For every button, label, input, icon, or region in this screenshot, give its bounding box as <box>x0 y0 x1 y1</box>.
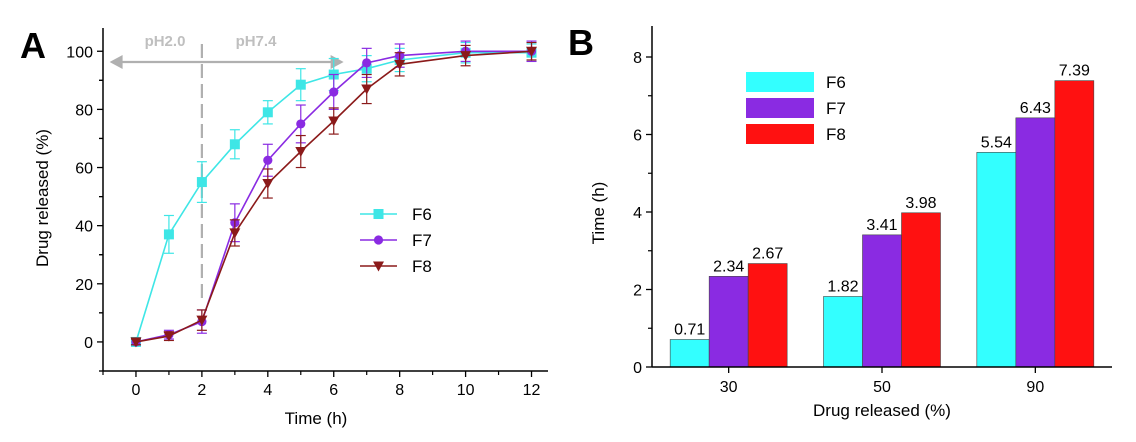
panel-a-x-tick-label: 2 <box>197 382 206 399</box>
panel-b-y-tick-label: 6 <box>633 128 642 145</box>
series-f7 <box>130 40 537 347</box>
bar-f6-90 <box>976 152 1017 368</box>
panel-b-x-tick-label: 30 <box>720 379 738 396</box>
annotation-ph7-label: pH7.4 <box>236 33 278 50</box>
bar-f8-90 <box>1054 80 1095 368</box>
panel-a-x-tick-label: 4 <box>263 382 272 399</box>
bar-value-label: 3.98 <box>905 195 936 212</box>
panel-a: A Time (h) Drug released (%) 02040608010… <box>20 25 548 428</box>
data-point <box>163 331 175 342</box>
panel-b: B Drug released (%) Time (h) 0.71 2.34 2.6… <box>568 22 1112 420</box>
bar-value-label: 1.82 <box>827 278 858 295</box>
data-point <box>362 58 372 68</box>
data-point <box>262 179 274 190</box>
panel-b-y-tick-label: 8 <box>633 50 642 67</box>
data-point <box>163 229 174 240</box>
panel-a-axes: 0 20 40 60 80 100 0 2 4 6 8 10 12 <box>66 28 548 399</box>
panel-a-x-tick-label: 8 <box>395 382 404 399</box>
panel-b-letter: B <box>568 22 594 63</box>
legend-swatch <box>746 124 814 144</box>
panel-a-y-tick-label: 80 <box>75 102 93 119</box>
data-point <box>526 46 538 57</box>
data-point <box>296 119 306 129</box>
panel-a-x-tick-label: 0 <box>132 382 141 399</box>
panel-a-plot-area <box>109 40 538 348</box>
data-point <box>262 107 273 118</box>
data-point <box>329 87 339 97</box>
bar-value-label: 0.71 <box>674 321 705 338</box>
panel-a-y-tick-label: 100 <box>66 44 93 61</box>
panel-a-y-tick-label: 0 <box>84 335 93 352</box>
panel-b-y-tick-label: 2 <box>633 283 642 300</box>
bar-f7-90 <box>1015 117 1056 368</box>
panel-b-legend: F6 F7 F8 <box>746 72 846 144</box>
bar-f7-50 <box>862 234 902 368</box>
data-point <box>295 79 306 90</box>
bar-value-label: 2.67 <box>752 246 783 263</box>
data-point <box>229 139 240 150</box>
bar-f8-50 <box>901 212 941 368</box>
bar-value-label: 6.43 <box>1020 100 1051 117</box>
data-point <box>460 51 472 62</box>
data-point <box>295 147 307 158</box>
panel-b-y-tick-label: 4 <box>633 205 642 222</box>
panel-b-x-tick-label: 50 <box>873 379 891 396</box>
panel-b-y-axis-label: Time (h) <box>589 182 608 245</box>
data-point <box>196 315 208 326</box>
bar-value-label: 2.34 <box>713 258 744 275</box>
bar-f6-50 <box>823 296 863 368</box>
bar-f6-30 <box>669 339 710 368</box>
data-point <box>361 84 373 95</box>
panel-b-plot-area: 0.71 2.34 2.67 1.82 3.41 3.98 5.54 6.43 7.39 <box>669 63 1095 368</box>
panel-b-x-tick-label: 90 <box>1026 379 1044 396</box>
bar-value-label: 3.41 <box>866 217 897 234</box>
panel-a-x-tick-label: 10 <box>457 382 475 399</box>
data-point <box>394 59 406 70</box>
panel-b-axes: 30 50 90 0 2 4 6 8 <box>633 26 1112 396</box>
panel-a-y-axis-label: Drug released (%) <box>33 129 52 267</box>
legend-label: F8 <box>826 125 846 144</box>
legend-label: F8 <box>412 257 432 276</box>
legend-label: F6 <box>412 205 432 224</box>
bar-f8-30 <box>747 263 788 368</box>
legend-marker <box>373 261 384 272</box>
panel-b-x-axis-label: Drug released (%) <box>813 401 951 420</box>
panel-a-y-tick-label: 60 <box>75 161 93 178</box>
legend-label: F7 <box>412 231 432 250</box>
data-point <box>196 177 207 188</box>
data-point <box>263 155 273 165</box>
ph-arrow-left-head <box>109 55 123 69</box>
legend-label: F7 <box>826 99 846 118</box>
series-f8 <box>130 41 538 348</box>
legend-marker <box>373 209 384 219</box>
panel-a-x-tick-label: 6 <box>329 382 338 399</box>
panel-a-x-tick-label: 12 <box>523 382 541 399</box>
data-point <box>130 337 142 348</box>
panel-a-y-tick-label: 20 <box>75 277 93 294</box>
legend-swatch <box>746 72 814 92</box>
bar-value-label: 5.54 <box>981 134 1012 151</box>
legend-marker <box>373 235 384 245</box>
panel-a-y-tick-label: 40 <box>75 219 93 236</box>
panel-b-y-tick-label: 0 <box>633 360 642 377</box>
panel-a-letter: A <box>20 25 46 66</box>
annotation-ph2-label: pH2.0 <box>145 33 186 50</box>
panel-a-x-axis-label: Time (h) <box>285 409 348 428</box>
data-point <box>328 116 340 127</box>
bar-value-label: 7.39 <box>1059 63 1090 80</box>
panel-a-legend: F6 F7 F8 <box>360 205 432 276</box>
legend-label: F6 <box>826 73 846 92</box>
bar-f7-30 <box>708 276 749 368</box>
legend-swatch <box>746 98 814 118</box>
ph-arrow-right-head <box>330 55 344 69</box>
data-point <box>229 228 241 239</box>
